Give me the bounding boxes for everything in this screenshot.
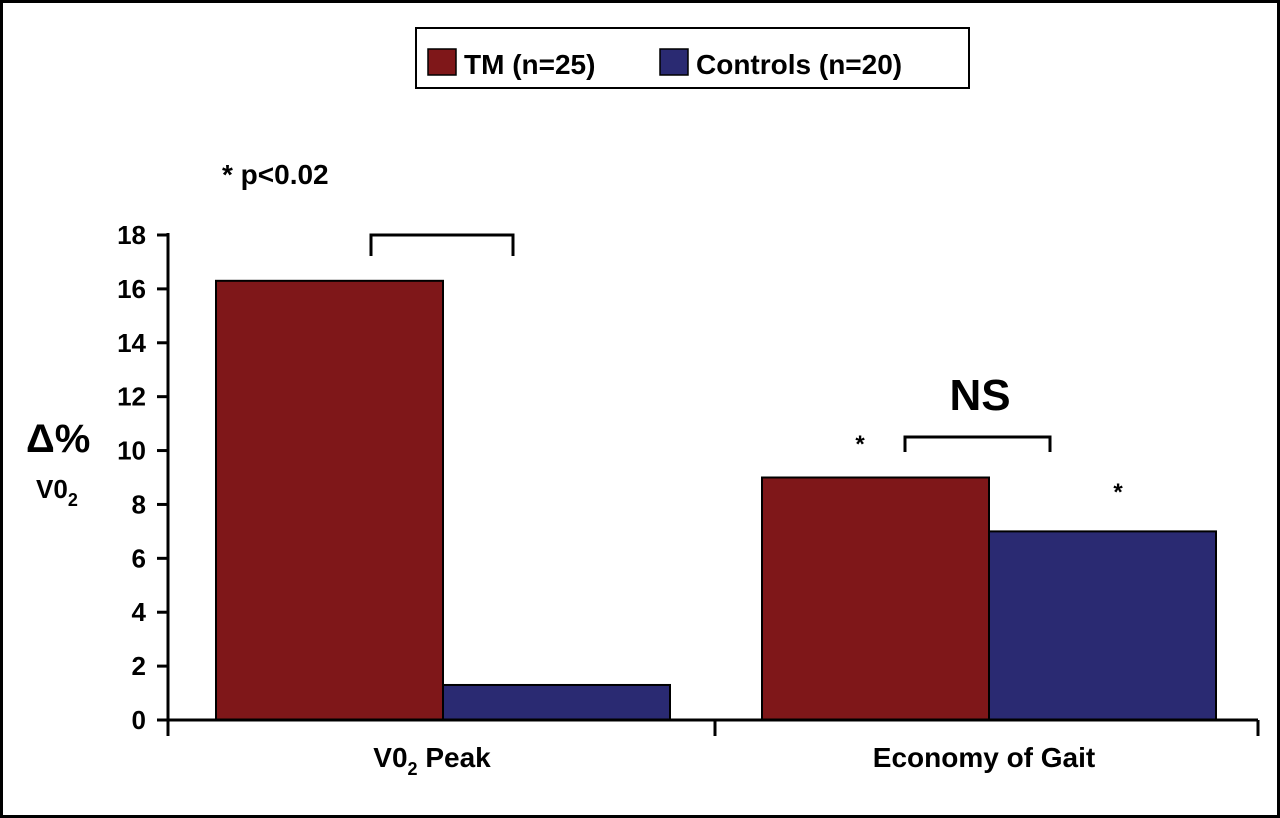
axes xyxy=(166,233,1260,736)
legend-swatch-tm xyxy=(427,48,457,76)
y-tick-label-8: 8 xyxy=(132,489,146,519)
legend-label-tm: TM (n=25) xyxy=(464,49,595,80)
significance-note: * p<0.02 xyxy=(222,159,329,190)
legend-label-controls: Controls (n=20) xyxy=(696,49,902,80)
ns-label: NS xyxy=(949,371,1010,420)
bar-controls-vo2-peak xyxy=(442,683,671,722)
star-tm-gait: * xyxy=(855,431,865,458)
legend-box xyxy=(415,27,970,89)
bar-tm-vo2-peak xyxy=(215,279,444,721)
y-tick-label-14: 14 xyxy=(117,328,146,358)
bars xyxy=(215,279,1217,722)
y-tick-label-12: 12 xyxy=(117,382,146,412)
y-tick-label-4: 4 xyxy=(132,597,147,627)
bar-controls-economy-of-gait xyxy=(988,530,1217,722)
category-vo2-subscript: 2 xyxy=(408,759,418,779)
category-label-vo2-peak: V02 Peak xyxy=(373,742,491,779)
y-tick-label-6: 6 xyxy=(132,543,146,573)
y-tick-label-18: 18 xyxy=(117,220,146,250)
significance-bracket-vo2 xyxy=(369,233,515,256)
y-tick-label-16: 16 xyxy=(117,274,146,304)
legend: TM (n=25) Controls (n=20) xyxy=(415,27,970,89)
category-vo2-text: V0 xyxy=(373,742,407,773)
y-ticks: 0 2 4 6 8 10 12 14 16 18 xyxy=(117,220,168,735)
bar-tm-economy-of-gait xyxy=(761,476,990,721)
y-axis-label-vo: V02 xyxy=(36,474,78,510)
y-axis-label-delta: Δ% xyxy=(26,417,90,461)
y-axis-label-vo-text: V0 xyxy=(36,474,68,504)
category-vo2-suffix: Peak xyxy=(418,742,492,773)
y-axis-label-vo-subscript: 2 xyxy=(68,490,78,510)
star-controls-gait: * xyxy=(1113,479,1123,506)
y-tick-label-2: 2 xyxy=(132,651,146,681)
y-tick-label-0: 0 xyxy=(132,705,146,735)
category-label-economy-of-gait: Economy of Gait xyxy=(873,742,1095,773)
y-tick-label-10: 10 xyxy=(117,436,146,466)
significance-bracket-gait xyxy=(903,435,1052,452)
legend-swatch-controls xyxy=(659,48,689,76)
